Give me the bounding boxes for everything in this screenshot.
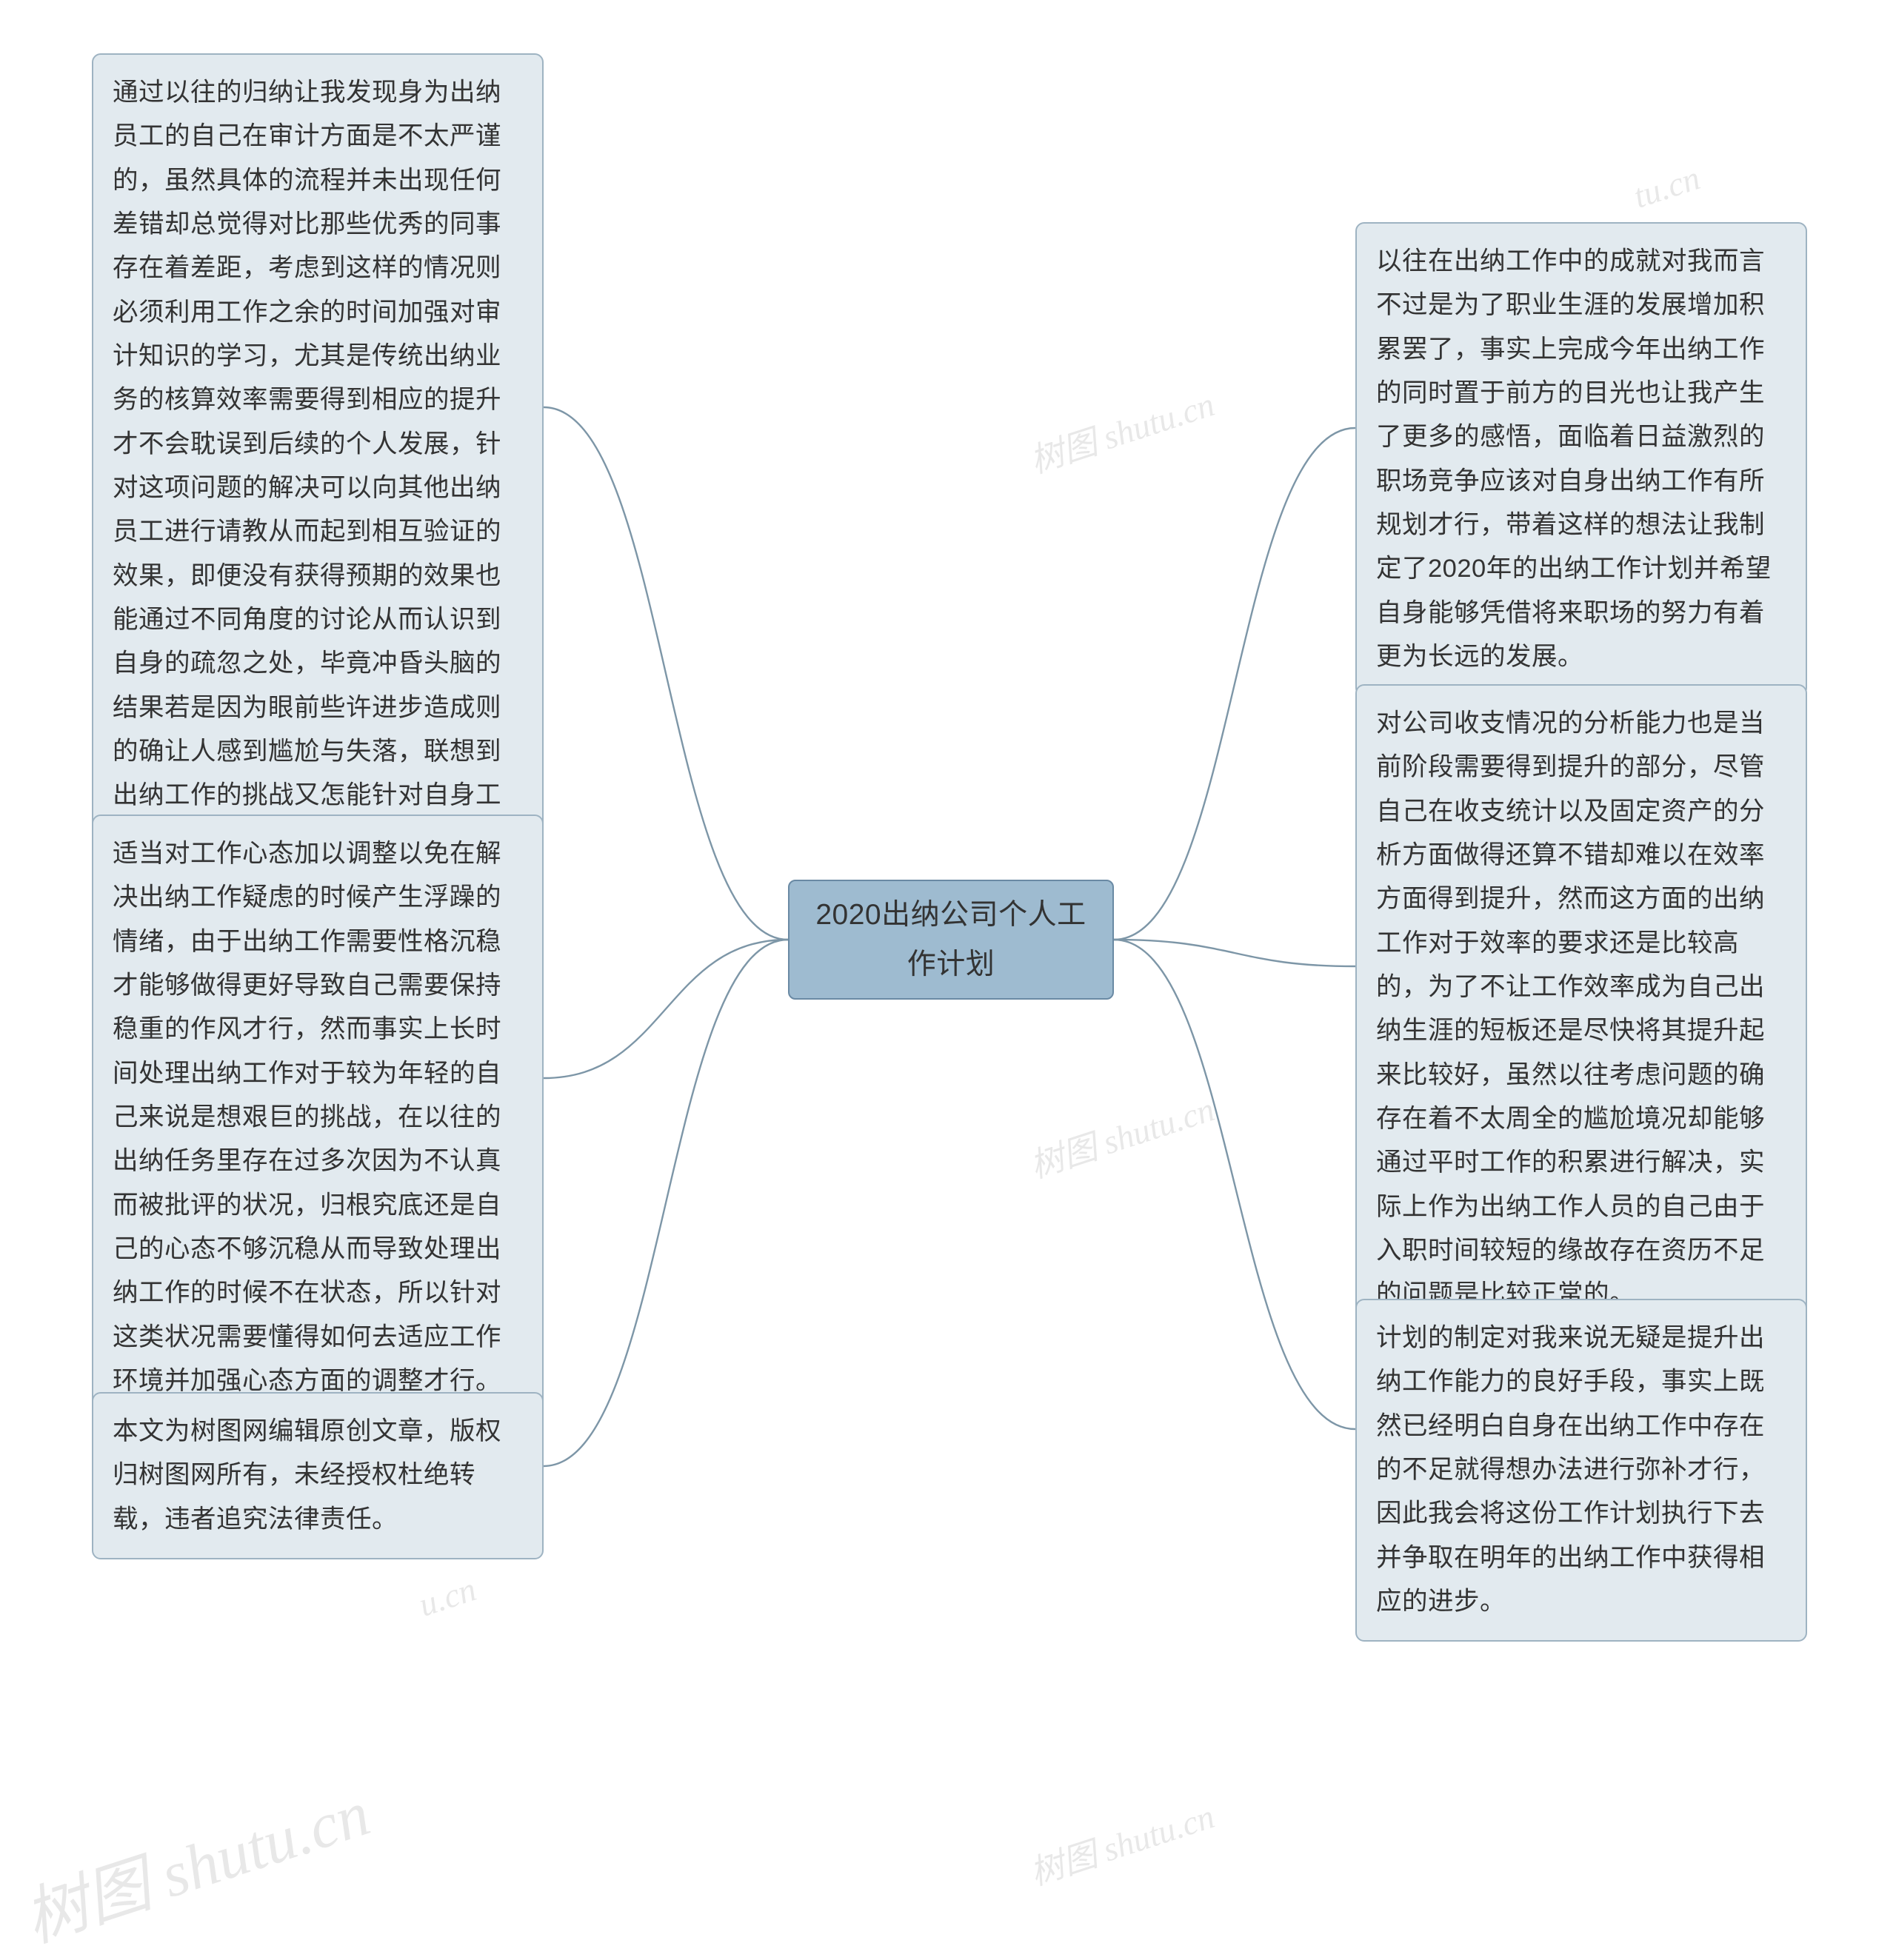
watermark: 树图 shutu.cn (1023, 1083, 1220, 1188)
branch-node-right-1[interactable]: 对公司收支情况的分析能力也是当前阶段需要得到提升的部分，尽管自己在收支统计以及固… (1355, 684, 1807, 1335)
center-node[interactable]: 2020出纳公司个人工作计划 (788, 880, 1114, 1000)
branch-text: 通过以往的归纳让我发现身为出纳员工的自己在审计方面是不太严谨的，虽然具体的流程并… (113, 78, 501, 854)
watermark: 树图 shutu.cn (10, 1762, 379, 1960)
branch-node-right-2[interactable]: 计划的制定对我来说无疑是提升出纳工作能力的良好手段，事实上既然已经明白自身在出纳… (1355, 1299, 1807, 1642)
watermark: tu.cn (1629, 158, 1705, 215)
branch-text: 适当对工作心态加以调整以免在解决出纳工作疑虑的时候产生浮躁的情绪，由于出纳工作需… (113, 840, 501, 1395)
branch-text: 本文为树图网编辑原创文章，版权归树图网所有，未经授权杜绝转载，违者追究法律责任。 (113, 1417, 501, 1533)
watermark: 树图 shutu.cn (1023, 378, 1220, 484)
branch-node-left-1[interactable]: 适当对工作心态加以调整以免在解决出纳工作疑虑的时候产生浮躁的情绪，由于出纳工作需… (92, 815, 544, 1421)
branch-node-right-0[interactable]: 以往在出纳工作中的成就对我而言不过是为了职业生涯的发展增加积累罢了，事实上完成今… (1355, 222, 1807, 697)
branch-text: 以往在出纳工作中的成就对我而言不过是为了职业生涯的发展增加积累罢了，事实上完成今… (1376, 247, 1772, 671)
watermark: 树图 shutu.cn (1023, 1790, 1220, 1896)
branch-text: 对公司收支情况的分析能力也是当前阶段需要得到提升的部分，尽管自己在收支统计以及固… (1376, 709, 1765, 1308)
watermark: u.cn (414, 1569, 481, 1624)
branch-node-left-2[interactable]: 本文为树图网编辑原创文章，版权归树图网所有，未经授权杜绝转载，违者追究法律责任。 (92, 1392, 544, 1559)
mindmap-canvas: u.cn树图 shutu.cn树图 shutu.cnu.cn树图 shutu.c… (0, 0, 1896, 1953)
branch-node-left-0[interactable]: 通过以往的归纳让我发现身为出纳员工的自己在审计方面是不太严谨的，虽然具体的流程并… (92, 53, 544, 880)
branch-text: 计划的制定对我来说无疑是提升出纳工作能力的良好手段，事实上既然已经明白自身在出纳… (1376, 1324, 1765, 1616)
center-node-text: 2020出纳公司个人工作计划 (809, 890, 1093, 989)
